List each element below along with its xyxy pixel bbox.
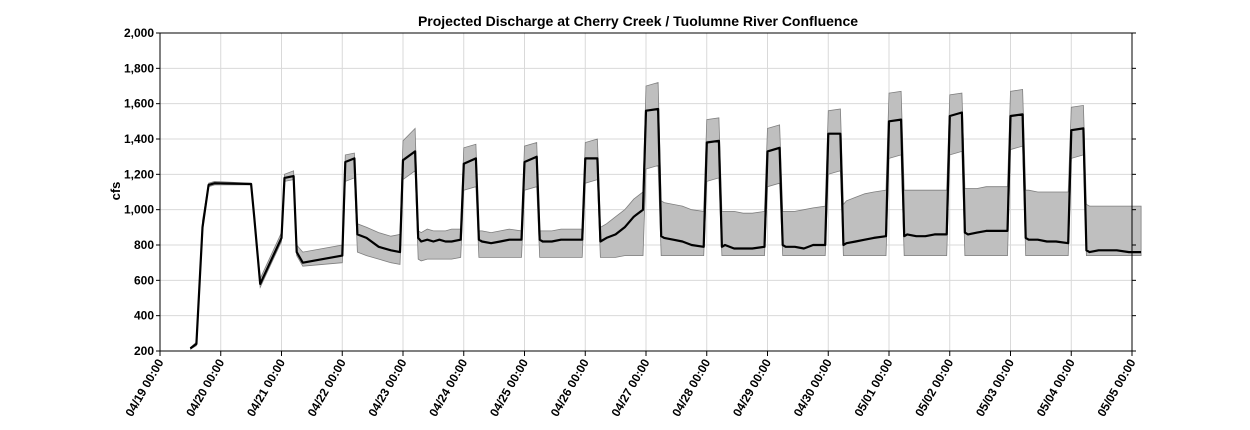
x-tick-label: 04/26 00:00 xyxy=(548,356,592,419)
y-tick-label: 1,600 xyxy=(124,97,154,111)
x-tick-label: 04/28 00:00 xyxy=(669,356,713,419)
y-tick-label: 2,000 xyxy=(124,26,154,40)
x-ticks: 04/19 00:00 04/20 00:00 04/21 00:00 04/22 0… xyxy=(122,351,1139,419)
x-tick-label: 04/24 00:00 xyxy=(426,356,470,419)
x-tick-label: 04/29 00:00 xyxy=(730,356,774,419)
x-tick-label: 04/20 00:00 xyxy=(183,356,227,419)
x-tick-label: 04/22 00:00 xyxy=(305,356,349,419)
x-tick-label: 05/02 00:00 xyxy=(912,356,956,419)
y-tick-label: 800 xyxy=(134,238,154,252)
uncertainty-band xyxy=(189,81,1142,350)
y-tick-label: 1,200 xyxy=(124,167,154,181)
y-tick-label: 1,400 xyxy=(124,132,154,146)
y-axis-label: cfs xyxy=(108,182,123,201)
y-tick-label: 1,800 xyxy=(124,61,154,75)
series-lines xyxy=(189,107,1142,350)
x-tick-label: 04/19 00:00 xyxy=(122,356,166,419)
x-tick-label: 05/03 00:00 xyxy=(973,356,1017,419)
x-tick-label: 04/25 00:00 xyxy=(487,356,531,419)
x-tick-label: 04/21 00:00 xyxy=(244,356,288,419)
y-tick-label: 200 xyxy=(134,344,154,358)
series-line-median xyxy=(189,107,1142,350)
x-tick-label: 05/01 00:00 xyxy=(851,356,895,419)
x-tick-label: 05/04 00:00 xyxy=(1034,356,1078,419)
x-tick-label: 04/27 00:00 xyxy=(608,356,652,419)
x-tick-label: 04/30 00:00 xyxy=(791,356,835,419)
x-tick-label: 05/05 00:00 xyxy=(1094,356,1138,419)
y-tick-label: 400 xyxy=(134,309,154,323)
x-tick-label: 04/23 00:00 xyxy=(365,356,409,419)
y-tick-label: 600 xyxy=(134,273,154,287)
chart-title: Projected Discharge at Cherry Creek / Tu… xyxy=(418,13,858,29)
band-area xyxy=(189,81,1142,350)
y-tick-label: 1,000 xyxy=(124,203,154,217)
y-ticks: 200 400 600 800 1,000 1,200 1,400 1,600 1,800 2,0… xyxy=(124,26,1136,358)
